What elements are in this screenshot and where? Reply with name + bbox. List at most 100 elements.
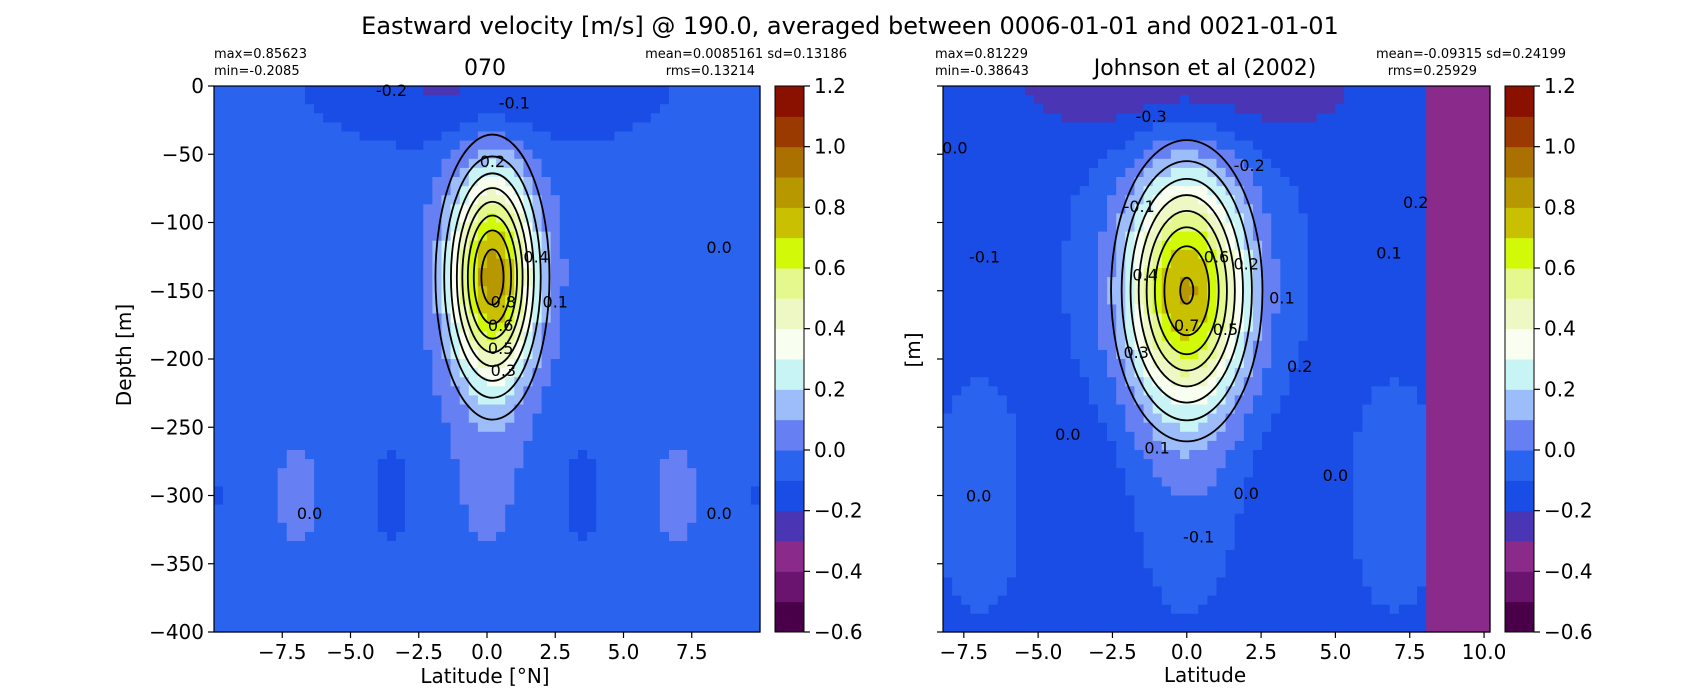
field-cell — [650, 477, 661, 487]
field-cell — [1134, 541, 1145, 551]
field-cell — [550, 431, 561, 442]
field-cell — [1116, 404, 1126, 415]
field-cell — [605, 513, 615, 524]
field-cell — [1015, 386, 1026, 396]
field-cell — [650, 195, 661, 205]
field-cell — [277, 322, 288, 333]
field-cell — [605, 550, 615, 560]
field-cell — [943, 249, 953, 260]
field-cell — [979, 249, 990, 260]
field-cell — [1015, 440, 1026, 451]
field-cell — [559, 349, 570, 360]
field-cell — [650, 586, 661, 597]
field-cell — [350, 431, 361, 442]
field-cell — [323, 277, 333, 287]
field-cell — [1134, 95, 1145, 105]
field-cell — [952, 386, 962, 396]
field-cell — [514, 149, 524, 160]
field-cell — [505, 559, 515, 569]
field-cell — [505, 550, 515, 560]
field-cell — [268, 613, 279, 624]
field-cell — [659, 122, 670, 133]
field-cell — [614, 395, 625, 406]
field-cell — [714, 422, 725, 433]
field-cell — [632, 104, 643, 114]
field-cell — [1070, 140, 1081, 151]
field-cell — [1006, 158, 1017, 169]
field-cell — [305, 304, 315, 315]
field-cell — [632, 268, 643, 278]
field-cell — [314, 377, 324, 387]
field-cell — [970, 368, 981, 378]
field-cell — [268, 158, 279, 169]
field-cell — [341, 295, 352, 305]
field-cell — [432, 440, 443, 451]
field-cell — [1097, 595, 1108, 606]
field-cell — [1052, 340, 1063, 351]
field-cell — [741, 377, 752, 387]
field-cell — [223, 522, 233, 533]
field-cell — [286, 340, 297, 351]
field-cell — [732, 240, 743, 251]
field-cell — [314, 240, 324, 251]
field-cell — [396, 195, 406, 205]
field-cell — [277, 86, 288, 96]
field-cell — [723, 622, 734, 633]
field-cell — [359, 577, 370, 588]
field-cell — [1052, 513, 1063, 524]
field-cell — [496, 440, 506, 451]
field-cell — [468, 522, 479, 533]
field-cell — [514, 440, 524, 451]
field-cell — [650, 113, 661, 123]
field-cell — [641, 486, 652, 497]
field-cell — [578, 440, 588, 451]
field-cell — [678, 313, 688, 324]
field-cell — [468, 613, 479, 624]
field-cell — [979, 440, 990, 451]
field-cell — [386, 368, 397, 378]
field-cell — [961, 167, 971, 178]
field-cell — [359, 286, 370, 296]
field-cell — [423, 413, 433, 424]
field-cell — [441, 158, 452, 169]
field-cell — [441, 468, 452, 478]
field-cell — [487, 431, 497, 442]
field-cell — [514, 541, 524, 551]
field-cell — [386, 541, 397, 551]
field-cell — [1079, 167, 1090, 178]
field-cell — [997, 231, 1008, 242]
field-cell — [979, 167, 990, 178]
field-cell — [559, 522, 570, 533]
field-cell — [1079, 577, 1090, 588]
field-cell — [961, 550, 971, 560]
field-cell — [1116, 331, 1126, 342]
field-cell — [614, 541, 625, 551]
field-cell — [1088, 149, 1099, 160]
field-cell — [359, 531, 370, 542]
field-cell — [696, 240, 706, 251]
field-cell — [568, 513, 579, 524]
field-cell — [988, 522, 999, 533]
field-cell — [232, 359, 242, 369]
field-cell — [559, 550, 570, 560]
field-cell — [687, 295, 697, 305]
field-cell — [359, 522, 370, 533]
field-cell — [732, 231, 743, 242]
field-cell — [232, 140, 242, 151]
field-cell — [970, 450, 981, 460]
field-cell — [1116, 249, 1126, 260]
field-cell — [532, 413, 543, 424]
field-cell — [596, 613, 606, 624]
field-cell — [223, 486, 233, 497]
field-cell — [268, 322, 279, 333]
field-cell — [614, 295, 625, 305]
field-cell — [961, 595, 971, 606]
field-cell — [568, 359, 579, 369]
field-cell — [623, 622, 634, 633]
field-cell — [405, 522, 415, 533]
field-cell — [696, 249, 706, 260]
field-cell — [1088, 459, 1099, 469]
field-cell — [314, 149, 324, 160]
field-cell — [368, 204, 379, 214]
field-cell — [1052, 377, 1063, 387]
